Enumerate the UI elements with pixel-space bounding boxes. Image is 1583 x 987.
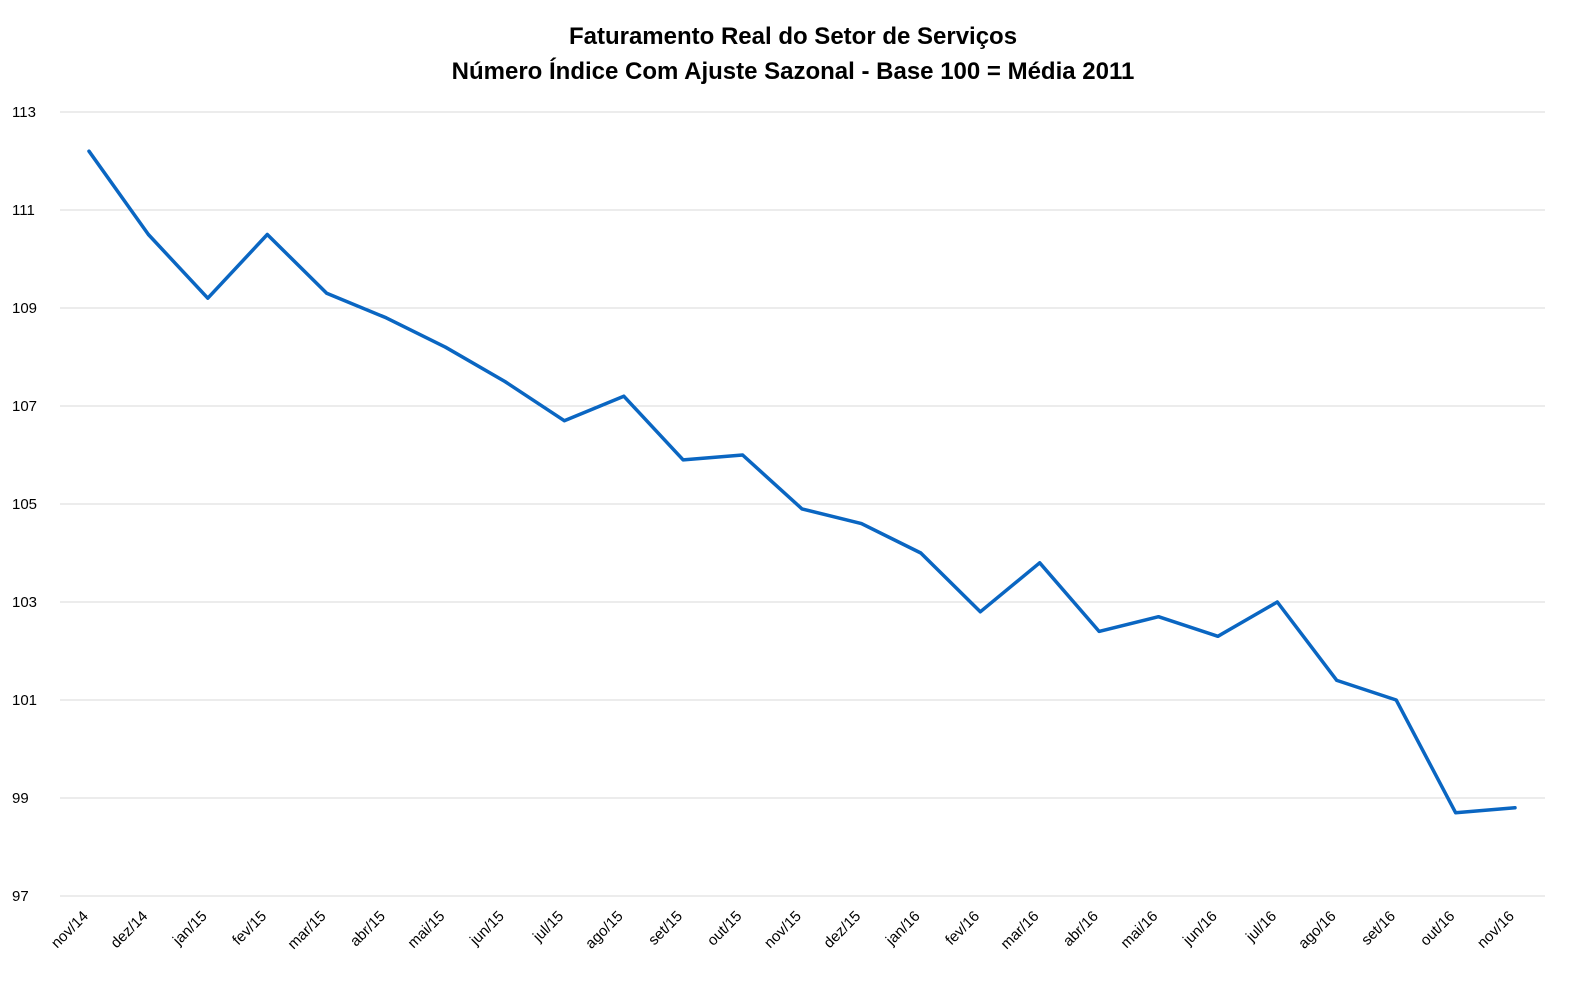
- data-point: [265, 233, 269, 236]
- y-tick-label: 107: [12, 398, 37, 415]
- y-axis: 97 99 101 103 105 107 109 111 113: [12, 104, 37, 905]
- y-tick-label: 113: [12, 104, 36, 121]
- x-tick-label: set/16: [1358, 908, 1399, 949]
- x-tick-label: mar/15: [284, 908, 329, 953]
- data-point: [1097, 629, 1101, 633]
- series-layer: [87, 149, 1517, 815]
- data-point: [622, 394, 626, 398]
- x-tick-label: fev/15: [229, 908, 270, 949]
- data-point: [87, 149, 91, 153]
- data-point: [859, 522, 863, 526]
- y-tick-label: 97: [12, 888, 29, 905]
- data-point: [1513, 806, 1517, 810]
- x-tick-label: out/15: [704, 908, 746, 950]
- x-tick-label: abr/16: [1060, 908, 1102, 950]
- data-point: [1335, 678, 1339, 682]
- x-tick-label: nov/14: [48, 908, 92, 952]
- data-point: [503, 380, 507, 383]
- data-point: [1216, 634, 1220, 638]
- data-point: [1157, 615, 1160, 619]
- data-point: [800, 507, 804, 511]
- x-tick-label: mai/16: [1117, 908, 1161, 952]
- data-point: [325, 291, 329, 295]
- data-point: [681, 458, 685, 462]
- data-point: [562, 419, 566, 423]
- data-point: [1454, 811, 1458, 815]
- data-point: [444, 345, 447, 349]
- x-tick-label: jan/15: [169, 908, 211, 950]
- x-tick-label: mai/15: [404, 908, 448, 952]
- x-tick-label: jan/16: [882, 908, 924, 950]
- data-point: [978, 610, 982, 614]
- data-point: [1275, 600, 1279, 604]
- x-tick-label: nov/16: [1474, 908, 1518, 952]
- data-point: [206, 296, 210, 300]
- x-tick-label: mar/16: [997, 908, 1042, 953]
- x-tick-label: jul/16: [1242, 908, 1280, 946]
- x-tick-label: out/16: [1417, 908, 1459, 950]
- data-point: [1394, 698, 1398, 702]
- series-line: [87, 149, 1517, 815]
- y-tick-label: 109: [12, 300, 37, 317]
- chart-subtitle: Número Índice Com Ajuste Sazonal - Base …: [452, 57, 1135, 85]
- x-tick-label: jun/16: [1179, 908, 1221, 950]
- chart-title: Faturamento Real do Setor de Serviços: [569, 23, 1017, 50]
- gridlines: [60, 111, 1545, 897]
- y-tick-label: 99: [12, 790, 29, 807]
- x-tick-label: set/15: [645, 908, 686, 949]
- y-tick-label: 111: [12, 202, 35, 219]
- y-tick-label: 101: [12, 692, 37, 709]
- x-tick-label: abr/15: [347, 908, 389, 950]
- data-point: [146, 233, 150, 236]
- x-tick-label: dez/14: [107, 908, 151, 952]
- data-point: [919, 551, 923, 555]
- data-point: [384, 316, 388, 320]
- x-tick-label: dez/15: [820, 908, 864, 952]
- x-tick-label: nov/15: [761, 908, 805, 952]
- x-tick-label: ago/15: [582, 908, 626, 952]
- y-tick-label: 103: [12, 594, 37, 611]
- x-tick-label: ago/16: [1295, 908, 1339, 952]
- x-tick-label: fev/16: [942, 908, 983, 949]
- x-axis: nov/14 dez/14 jan/15 fev/15 mar/15 abr/15 mai/…: [48, 908, 1518, 953]
- data-point: [1038, 561, 1042, 565]
- data-point: [741, 453, 745, 457]
- x-tick-label: jun/15: [466, 908, 508, 950]
- y-tick-label: 105: [12, 496, 37, 513]
- x-tick-label: jul/15: [529, 908, 567, 946]
